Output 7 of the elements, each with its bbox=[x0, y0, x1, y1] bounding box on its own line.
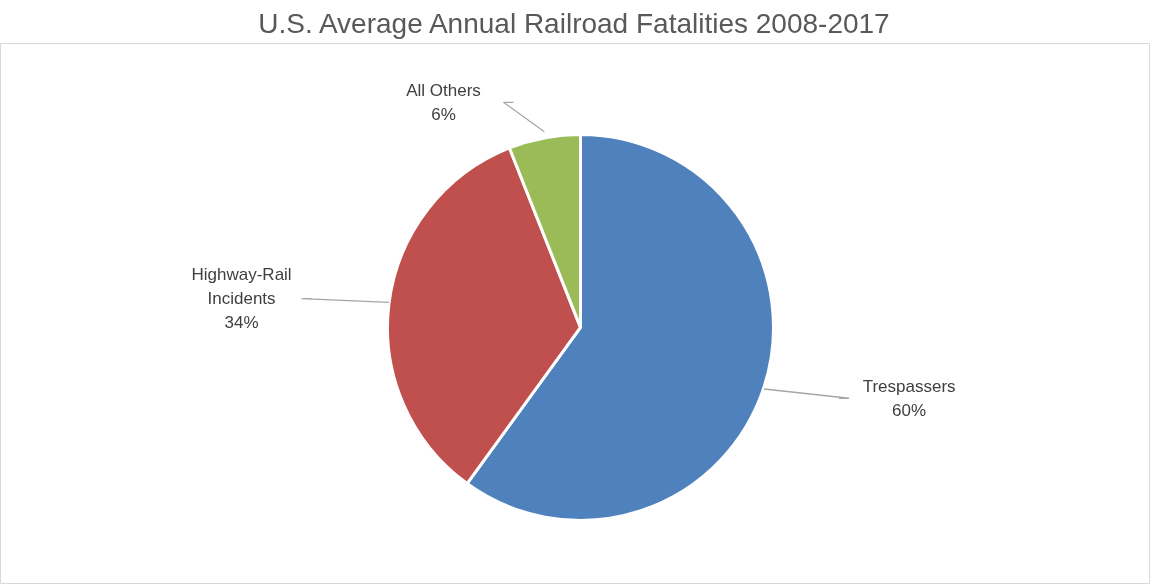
data-label: 34% bbox=[224, 312, 259, 332]
data-label: 60% bbox=[892, 400, 927, 420]
slice-label: Highway-Rail Incidents bbox=[191, 265, 292, 309]
slice-label: Trespassers bbox=[862, 376, 956, 396]
chart-title: U.S. Average Annual Railroad Fatalities 2008-2017 bbox=[258, 7, 890, 39]
data-label: 6% bbox=[431, 104, 456, 124]
slice-label: All Others bbox=[406, 80, 481, 100]
